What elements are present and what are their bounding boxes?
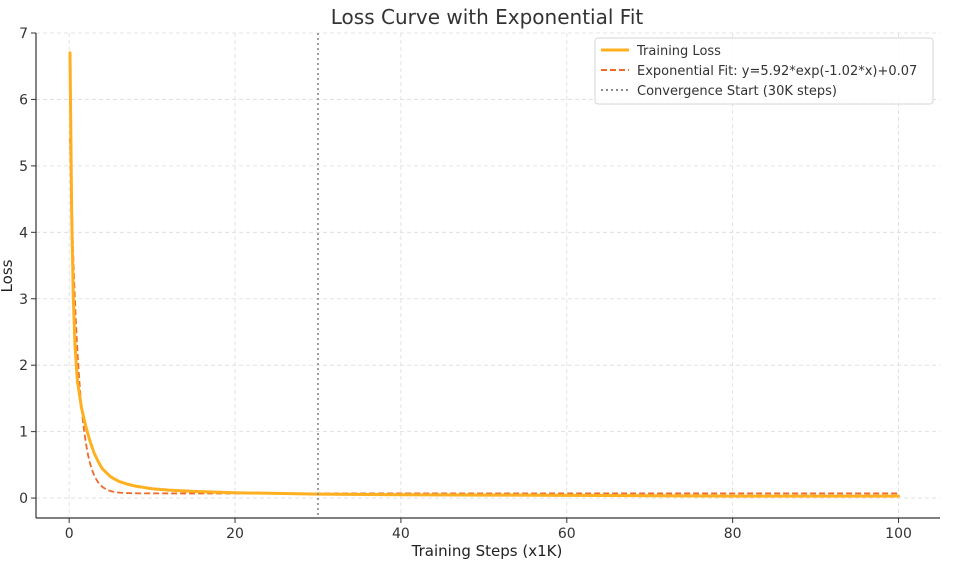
y-axis-label: Loss [0, 259, 16, 292]
x-tick-label: 0 [65, 526, 74, 542]
training-loss-line [68, 51, 901, 498]
legend-box [594, 37, 934, 105]
axes [31, 32, 940, 523]
x-axis-label: Training Steps (x1K) [411, 542, 563, 560]
x-tick-label: 20 [226, 526, 244, 542]
x-tick-label: 100 [885, 526, 912, 542]
x-tick-label: 60 [558, 526, 576, 542]
legend-label-training-loss: Training Loss [636, 44, 721, 59]
chart-title: Loss Curve with Exponential Fit [331, 5, 644, 29]
legend-label-exponential-fit: Exponential Fit: y=5.92*exp(-1.02*x)+0.0… [637, 64, 917, 79]
grid-lines [36, 32, 940, 518]
x-tick-label: 40 [392, 526, 410, 542]
x-tick-label: 80 [724, 526, 742, 542]
legend: Training Loss Exponential Fit: y=5.92*ex… [594, 37, 934, 105]
y-tick-label: 3 [19, 292, 28, 308]
y-tick-label: 0 [19, 491, 28, 507]
legend-label-convergence-start: Convergence Start (30K steps) [637, 84, 837, 99]
y-tick-label: 7 [19, 26, 28, 42]
y-tick-label: 1 [19, 425, 28, 441]
y-tick-label: 6 [19, 92, 28, 108]
tick-labels: 0 20 40 60 80 100 0 1 2 3 4 5 6 7 [19, 26, 912, 542]
y-tick-label: 4 [19, 225, 28, 241]
exponential-fit-line [69, 138, 899, 495]
y-tick-label: 5 [19, 159, 28, 175]
plot-lines [68, 33, 901, 518]
y-tick-label: 2 [19, 358, 28, 374]
